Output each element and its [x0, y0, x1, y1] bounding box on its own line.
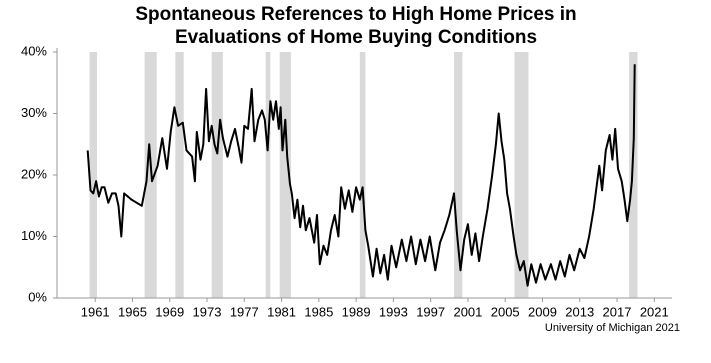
- recession-band: [265, 52, 271, 298]
- x-tick-label: 2001: [453, 304, 482, 319]
- x-tick-label: 1989: [342, 304, 371, 319]
- recession-band: [89, 52, 98, 298]
- recession-band: [514, 52, 529, 298]
- y-tick-label: 0%: [28, 289, 47, 304]
- x-tick-label: 1997: [416, 304, 445, 319]
- x-tick-label: 1969: [155, 304, 184, 319]
- recession-band: [211, 52, 223, 298]
- x-tick-label: 2009: [528, 304, 557, 319]
- y-tick-label: 10%: [21, 228, 47, 243]
- recession-band: [359, 52, 366, 298]
- x-tick-label: 1985: [304, 304, 333, 319]
- y-tick-label: 30%: [21, 105, 47, 120]
- x-tick-label: 1973: [193, 304, 222, 319]
- recession-band: [279, 52, 291, 298]
- chart-title: Spontaneous References to High Home Pric…: [135, 4, 576, 25]
- x-tick-label: 2017: [603, 304, 632, 319]
- y-tick-label: 40%: [21, 43, 47, 58]
- x-tick-label: 2005: [491, 304, 520, 319]
- recession-band: [453, 52, 463, 298]
- recession-band: [175, 52, 184, 298]
- x-tick-label: 1977: [230, 304, 259, 319]
- source-note: University of Michigan 2021: [545, 322, 680, 334]
- x-tick-label: 2013: [565, 304, 594, 319]
- x-tick-label: 2021: [640, 304, 669, 319]
- y-tick-label: 20%: [21, 166, 47, 181]
- data-line: [86, 64, 636, 287]
- recession-band: [629, 52, 638, 298]
- x-tick-label: 1981: [267, 304, 296, 319]
- chart-title: Evaluations of Home Buying Conditions: [175, 27, 537, 48]
- x-tick-label: 1965: [118, 304, 147, 319]
- x-tick-label: 1961: [81, 304, 110, 319]
- x-tick-label: 1993: [379, 304, 408, 319]
